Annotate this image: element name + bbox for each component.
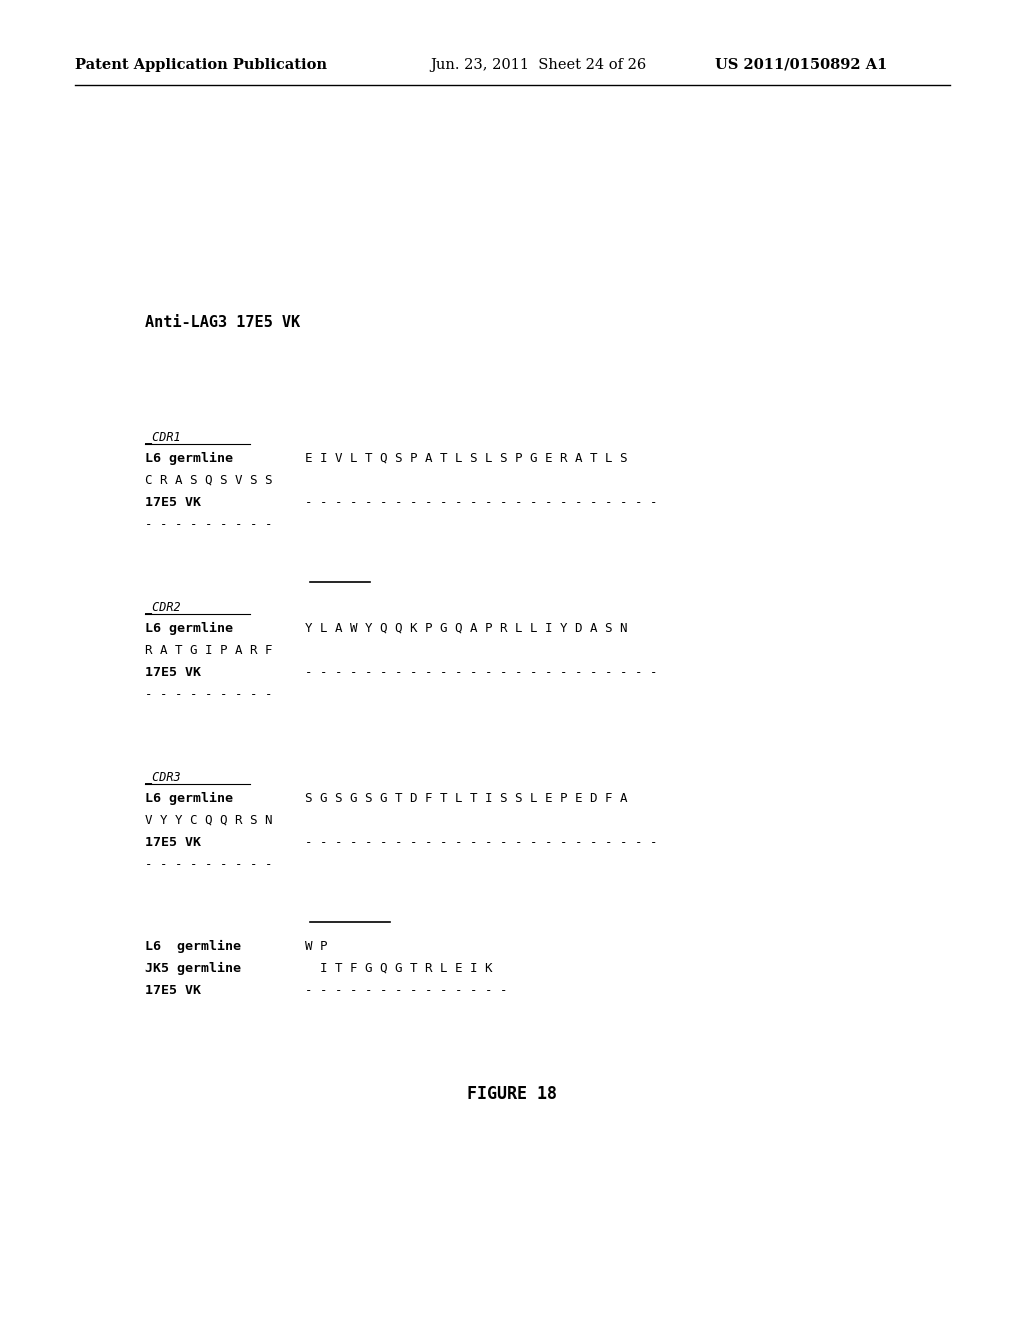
Text: - - - - - - - - -: - - - - - - - - - — [145, 688, 272, 701]
Text: 17E5 VK: 17E5 VK — [145, 836, 201, 849]
Text: L6 germline: L6 germline — [145, 792, 233, 805]
Text: W P: W P — [305, 940, 328, 953]
Text: - - - - - - - - - - - - - - - - - - - - - - - -: - - - - - - - - - - - - - - - - - - - - … — [305, 667, 657, 678]
Text: I T F G Q G T R L E I K: I T F G Q G T R L E I K — [305, 962, 493, 975]
Text: JK5 germline: JK5 germline — [145, 962, 241, 975]
Text: Jun. 23, 2011  Sheet 24 of 26: Jun. 23, 2011 Sheet 24 of 26 — [430, 58, 646, 73]
Text: E I V L T Q S P A T L S L S P G E R A T L S: E I V L T Q S P A T L S L S P G E R A T … — [305, 451, 628, 465]
Text: _CDR1: _CDR1 — [145, 430, 180, 444]
Text: S G S G S G T D F T L T I S S L E P E D F A: S G S G S G T D F T L T I S S L E P E D … — [305, 792, 628, 805]
Text: Y L A W Y Q Q K P G Q A P R L L I Y D A S N: Y L A W Y Q Q K P G Q A P R L L I Y D A … — [305, 622, 628, 635]
Text: - - - - - - - - - - - - - - - - - - - - - - - -: - - - - - - - - - - - - - - - - - - - - … — [305, 496, 657, 510]
Text: L6 germline: L6 germline — [145, 622, 233, 635]
Text: _CDR3: _CDR3 — [145, 770, 180, 783]
Text: C R A S Q S V S S: C R A S Q S V S S — [145, 474, 272, 487]
Text: 17E5 VK: 17E5 VK — [145, 496, 201, 510]
Text: _CDR2: _CDR2 — [145, 601, 180, 612]
Text: 17E5 VK: 17E5 VK — [145, 983, 201, 997]
Text: - - - - - - - - -: - - - - - - - - - — [145, 517, 272, 531]
Text: - - - - - - - - - - - - - - - - - - - - - - - -: - - - - - - - - - - - - - - - - - - - - … — [305, 836, 657, 849]
Text: 17E5 VK: 17E5 VK — [145, 667, 201, 678]
Text: Patent Application Publication: Patent Application Publication — [75, 58, 327, 73]
Text: V Y Y C Q Q R S N: V Y Y C Q Q R S N — [145, 814, 272, 828]
Text: L6 germline: L6 germline — [145, 451, 233, 465]
Text: L6  germline: L6 germline — [145, 940, 241, 953]
Text: - - - - - - - - - - - - - -: - - - - - - - - - - - - - - — [305, 983, 508, 997]
Text: - - - - - - - - -: - - - - - - - - - — [145, 858, 272, 871]
Text: Anti-LAG3 17E5 VK: Anti-LAG3 17E5 VK — [145, 315, 300, 330]
Text: R A T G I P A R F: R A T G I P A R F — [145, 644, 272, 657]
Text: FIGURE 18: FIGURE 18 — [467, 1085, 557, 1104]
Text: US 2011/0150892 A1: US 2011/0150892 A1 — [715, 58, 888, 73]
